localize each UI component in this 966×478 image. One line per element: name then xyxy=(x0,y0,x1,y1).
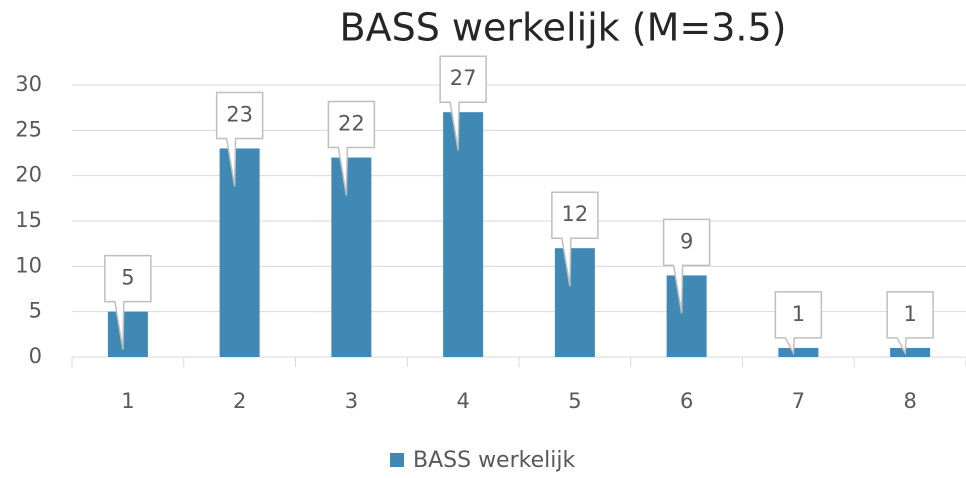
x-tick-label: 7 xyxy=(792,389,805,413)
chart-title: BASS werkelijk (M=3.5) xyxy=(340,6,787,50)
data-label: 22 xyxy=(338,112,365,136)
bar xyxy=(778,347,819,357)
data-label: 1 xyxy=(792,302,805,326)
data-label-callout xyxy=(886,291,934,356)
y-tick-label: 5 xyxy=(29,299,42,323)
y-tick-label: 15 xyxy=(15,208,42,232)
x-tick-label: 6 xyxy=(680,389,693,413)
data-label-callout xyxy=(327,100,376,196)
data-label: 9 xyxy=(680,229,693,253)
x-tick-label: 3 xyxy=(345,389,358,413)
bar xyxy=(554,248,595,357)
bar xyxy=(443,112,484,357)
y-tick-label: 25 xyxy=(15,117,42,141)
data-label: 1 xyxy=(903,302,916,326)
data-label: 5 xyxy=(121,266,134,290)
data-label-callout xyxy=(662,218,711,314)
x-tick-label: 2 xyxy=(233,389,246,413)
data-label-callout xyxy=(551,191,599,287)
y-tick-label: 30 xyxy=(15,72,42,96)
bar xyxy=(331,157,372,357)
data-label-callout xyxy=(104,254,152,350)
data-label-callout xyxy=(215,91,264,187)
data-label: 27 xyxy=(450,66,477,90)
data-label: 12 xyxy=(562,202,589,226)
data-label-callout xyxy=(439,55,487,151)
data-label-callout xyxy=(774,291,823,356)
legend-swatch xyxy=(390,453,404,467)
data-label: 23 xyxy=(226,102,253,126)
y-tick-label: 0 xyxy=(29,344,42,368)
bar xyxy=(107,311,148,357)
legend-label: BASS werkelijk xyxy=(413,448,575,473)
bar xyxy=(890,347,931,357)
x-tick-label: 5 xyxy=(568,389,581,413)
y-tick-label: 10 xyxy=(15,253,42,277)
x-tick-label: 1 xyxy=(121,389,134,413)
y-tick-label: 20 xyxy=(15,163,42,187)
x-tick-label: 4 xyxy=(456,389,469,413)
bar xyxy=(666,275,707,357)
bar xyxy=(219,148,260,357)
x-tick-label: 8 xyxy=(903,389,916,413)
